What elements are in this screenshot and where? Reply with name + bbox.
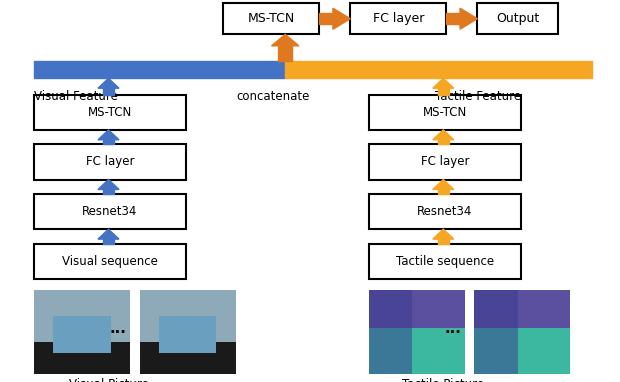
Text: Tactile Feature: Tactile Feature (435, 90, 521, 103)
Bar (438, 88, 449, 95)
Text: Visual Picture: Visual Picture (69, 378, 148, 382)
Bar (369, 328, 465, 374)
Bar (438, 140, 449, 144)
Bar (103, 189, 114, 194)
Bar (369, 290, 465, 328)
Bar (319, 13, 333, 24)
Text: MS-TCN: MS-TCN (423, 106, 467, 119)
Bar (474, 328, 570, 374)
Polygon shape (98, 130, 119, 140)
Bar (446, 13, 460, 24)
Polygon shape (272, 34, 299, 46)
Text: concatenate: concatenate (236, 90, 309, 103)
Bar (369, 95, 521, 130)
Bar (159, 316, 216, 353)
Polygon shape (460, 8, 477, 29)
Text: Tactile sequence: Tactile sequence (396, 255, 494, 268)
Bar (140, 342, 236, 374)
Bar (34, 290, 130, 374)
Text: ···: ··· (109, 325, 126, 340)
Bar (369, 194, 521, 229)
Polygon shape (98, 180, 119, 189)
Bar (474, 290, 518, 374)
Bar (278, 46, 292, 61)
Bar (350, 3, 446, 34)
Bar (34, 194, 186, 229)
Bar (34, 244, 186, 279)
Bar (140, 290, 236, 374)
Text: Tactile Picture: Tactile Picture (402, 378, 484, 382)
Polygon shape (433, 229, 454, 239)
Bar (477, 3, 558, 34)
Bar (34, 61, 285, 78)
Text: MS-TCN: MS-TCN (247, 12, 295, 25)
Polygon shape (433, 78, 454, 88)
Text: FC layer: FC layer (373, 12, 424, 25)
Bar (285, 61, 592, 78)
Bar (369, 290, 465, 374)
Bar (34, 342, 130, 374)
Bar (474, 290, 570, 328)
Bar (438, 189, 449, 194)
Bar (34, 144, 186, 180)
Polygon shape (433, 180, 454, 189)
Text: Resnet34: Resnet34 (417, 205, 472, 218)
Text: FC layer: FC layer (86, 155, 135, 168)
Text: ···: ··· (444, 325, 461, 340)
Bar (223, 3, 319, 34)
Polygon shape (98, 229, 119, 239)
Bar (34, 290, 130, 374)
Polygon shape (433, 130, 454, 140)
Bar (369, 144, 521, 180)
Bar (103, 140, 114, 144)
Bar (369, 290, 412, 374)
Bar (34, 95, 186, 130)
Text: Visual Feature: Visual Feature (34, 90, 118, 103)
Bar (369, 244, 521, 279)
Text: MS-TCN: MS-TCN (88, 106, 132, 119)
Text: Visual sequence: Visual sequence (62, 255, 158, 268)
Bar (103, 88, 114, 95)
Bar (140, 290, 236, 374)
Text: FC layer: FC layer (420, 155, 469, 168)
Bar (103, 239, 114, 244)
Bar (53, 316, 111, 353)
Text: Resnet34: Resnet34 (82, 205, 138, 218)
Polygon shape (333, 8, 350, 29)
Polygon shape (98, 78, 119, 88)
Bar (474, 290, 570, 374)
Bar (438, 239, 449, 244)
Text: Output: Output (496, 12, 539, 25)
